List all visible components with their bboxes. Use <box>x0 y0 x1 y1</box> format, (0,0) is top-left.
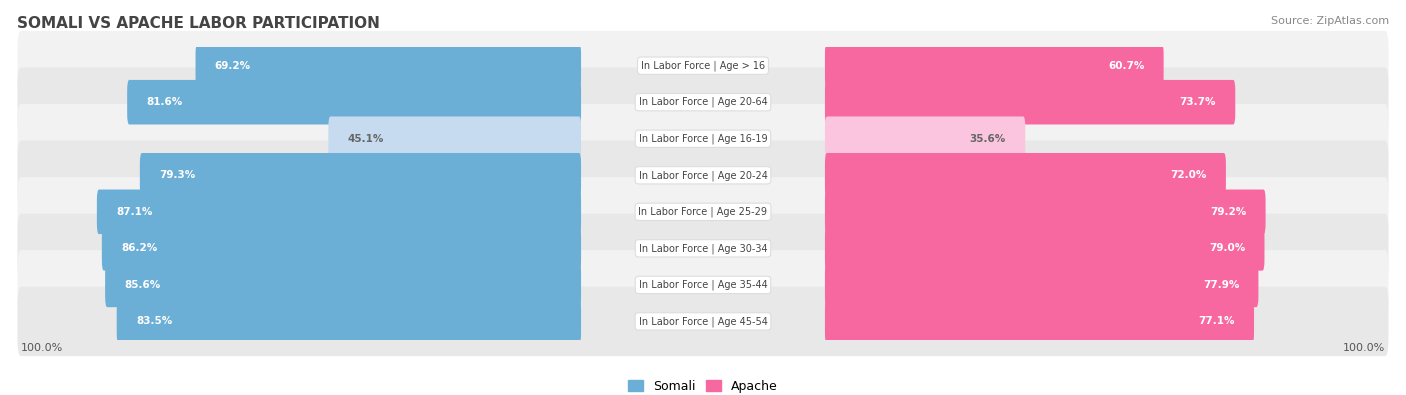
FancyBboxPatch shape <box>825 117 1025 161</box>
Text: 77.9%: 77.9% <box>1202 280 1239 290</box>
FancyBboxPatch shape <box>17 214 1389 283</box>
FancyBboxPatch shape <box>329 117 581 161</box>
Text: 79.0%: 79.0% <box>1209 243 1246 253</box>
Text: 87.1%: 87.1% <box>117 207 152 217</box>
Text: 73.7%: 73.7% <box>1180 97 1216 107</box>
FancyBboxPatch shape <box>825 299 1254 344</box>
Text: In Labor Force | Age 25-29: In Labor Force | Age 25-29 <box>638 207 768 217</box>
FancyBboxPatch shape <box>17 287 1389 356</box>
Text: 45.1%: 45.1% <box>347 134 384 144</box>
Text: 85.6%: 85.6% <box>124 280 160 290</box>
Text: In Labor Force | Age 20-24: In Labor Force | Age 20-24 <box>638 170 768 181</box>
Legend: Somali, Apache: Somali, Apache <box>623 375 783 395</box>
FancyBboxPatch shape <box>17 141 1389 210</box>
FancyBboxPatch shape <box>825 80 1236 124</box>
Text: 69.2%: 69.2% <box>215 61 250 71</box>
Text: SOMALI VS APACHE LABOR PARTICIPATION: SOMALI VS APACHE LABOR PARTICIPATION <box>17 16 380 31</box>
Text: In Labor Force | Age 20-64: In Labor Force | Age 20-64 <box>638 97 768 107</box>
FancyBboxPatch shape <box>101 226 581 271</box>
FancyBboxPatch shape <box>17 104 1389 173</box>
Text: In Labor Force | Age 35-44: In Labor Force | Age 35-44 <box>638 280 768 290</box>
FancyBboxPatch shape <box>139 153 581 198</box>
FancyBboxPatch shape <box>825 190 1265 234</box>
Text: In Labor Force | Age 16-19: In Labor Force | Age 16-19 <box>638 134 768 144</box>
FancyBboxPatch shape <box>825 226 1264 271</box>
FancyBboxPatch shape <box>825 43 1164 88</box>
Text: 77.1%: 77.1% <box>1198 316 1234 326</box>
FancyBboxPatch shape <box>97 190 581 234</box>
FancyBboxPatch shape <box>825 263 1258 307</box>
Text: 79.3%: 79.3% <box>159 170 195 180</box>
Text: Source: ZipAtlas.com: Source: ZipAtlas.com <box>1271 16 1389 26</box>
FancyBboxPatch shape <box>17 250 1389 320</box>
FancyBboxPatch shape <box>105 263 581 307</box>
Text: In Labor Force | Age 45-54: In Labor Force | Age 45-54 <box>638 316 768 327</box>
Text: 72.0%: 72.0% <box>1170 170 1206 180</box>
FancyBboxPatch shape <box>825 153 1226 198</box>
FancyBboxPatch shape <box>127 80 581 124</box>
Text: 83.5%: 83.5% <box>136 316 173 326</box>
FancyBboxPatch shape <box>195 43 581 88</box>
FancyBboxPatch shape <box>17 31 1389 100</box>
Text: 79.2%: 79.2% <box>1211 207 1246 217</box>
Text: 100.0%: 100.0% <box>1343 342 1385 353</box>
Text: 100.0%: 100.0% <box>21 342 63 353</box>
Text: In Labor Force | Age > 16: In Labor Force | Age > 16 <box>641 60 765 71</box>
FancyBboxPatch shape <box>17 68 1389 137</box>
Text: In Labor Force | Age 30-34: In Labor Force | Age 30-34 <box>638 243 768 254</box>
Text: 81.6%: 81.6% <box>146 97 183 107</box>
Text: 60.7%: 60.7% <box>1108 61 1144 71</box>
FancyBboxPatch shape <box>17 177 1389 246</box>
Text: 35.6%: 35.6% <box>970 134 1007 144</box>
FancyBboxPatch shape <box>117 299 581 344</box>
Text: 86.2%: 86.2% <box>121 243 157 253</box>
